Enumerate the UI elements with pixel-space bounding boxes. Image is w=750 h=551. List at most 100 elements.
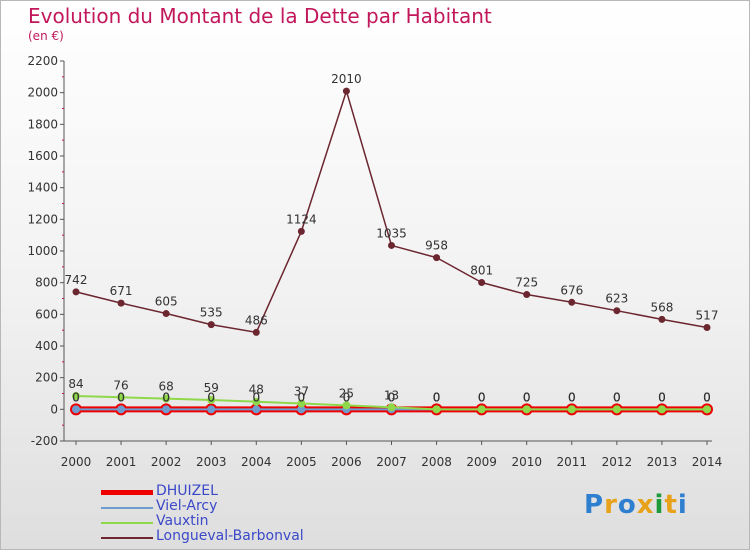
data-point-longueval-barbonval [342, 87, 350, 95]
data-label-dhuizel: 0 [72, 390, 80, 404]
data-point-vauxtin [72, 392, 80, 401]
data-point-longueval-barbonval [162, 310, 170, 318]
data-point-vauxtin [522, 405, 531, 414]
legend-swatch-viel-arcy [101, 507, 153, 509]
data-point-vauxtin [657, 405, 666, 414]
data-label-viel-arcy: 0 [343, 390, 351, 404]
data-point-vauxtin [703, 405, 711, 414]
data-label-vauxtin: 84 [68, 377, 83, 391]
data-label-vauxtin: 0 [433, 390, 441, 404]
data-label-viel-arcy: 0 [388, 390, 396, 404]
data-label-vauxtin: 0 [478, 390, 486, 404]
data-label-vauxtin: 0 [703, 390, 711, 404]
data-point-longueval-barbonval [252, 328, 260, 336]
y-tick-label: 1000 [27, 244, 58, 258]
proxiti-logo: Proxiti [584, 490, 688, 520]
data-label-longueval-barbonval: 2010 [331, 72, 362, 86]
data-label-dhuizel: 0 [523, 390, 531, 404]
data-point-longueval-barbonval [297, 227, 305, 235]
data-point-longueval-barbonval [523, 291, 531, 299]
legend-label-vauxtin: Vauxtin [156, 513, 209, 529]
data-label-dhuizel: 0 [658, 390, 666, 404]
data-point-vauxtin [567, 405, 576, 414]
data-label-dhuizel: 0 [117, 390, 125, 404]
legend-label-viel-arcy: Viel-Arcy [156, 498, 218, 514]
legend-label-dhuizel: DHUIZEL [156, 483, 218, 499]
data-label-viel-arcy: 0 [478, 390, 486, 404]
x-tick-label: 2010 [511, 455, 542, 469]
data-label-dhuizel: 0 [252, 390, 260, 404]
data-label-dhuizel: 0 [388, 390, 396, 404]
y-tick-label: -200 [31, 434, 58, 448]
data-label-dhuizel: 0 [613, 390, 621, 404]
legend-item-vauxtin: Vauxtin [101, 513, 361, 530]
data-point-longueval-barbonval [568, 298, 576, 306]
data-point-longueval-barbonval [117, 299, 125, 307]
y-tick-label: 600 [35, 307, 58, 321]
legend-swatch-vauxtin [101, 522, 153, 524]
data-point-longueval-barbonval [388, 241, 395, 249]
data-point-vauxtin [387, 403, 396, 412]
data-label-dhuizel: 0 [207, 390, 215, 404]
legend-item-longueval-barbonval: Longueval-Barbonval [101, 528, 361, 545]
data-label-viel-arcy: 0 [703, 390, 711, 404]
data-label-dhuizel: 0 [343, 390, 351, 404]
data-label-vauxtin: 37 [294, 384, 309, 398]
data-label-vauxtin: 76 [113, 378, 128, 392]
y-tick-label: 1400 [27, 181, 58, 195]
data-point-longueval-barbonval [72, 288, 80, 296]
data-point-vauxtin [612, 405, 621, 414]
data-label-longueval-barbonval: 801 [470, 264, 493, 278]
y-tick-label: 0 [50, 402, 58, 416]
data-label-vauxtin: 0 [613, 390, 621, 404]
data-point-viel-arcy [162, 405, 171, 414]
data-point-longueval-barbonval [433, 254, 441, 262]
data-point-vauxtin [477, 405, 486, 414]
y-tick-label: 1800 [27, 117, 58, 131]
data-label-longueval-barbonval: 676 [560, 283, 583, 297]
x-tick-label: 2003 [196, 455, 227, 469]
x-tick-label: 2001 [106, 455, 137, 469]
data-label-longueval-barbonval: 671 [110, 284, 133, 298]
data-point-longueval-barbonval [613, 307, 621, 315]
data-label-vauxtin: 0 [523, 390, 531, 404]
data-point-longueval-barbonval [658, 315, 666, 323]
data-point-longueval-barbonval [478, 279, 486, 287]
x-tick-label: 2004 [241, 455, 272, 469]
y-tick-label: 200 [35, 371, 58, 385]
data-label-dhuizel: 0 [298, 390, 306, 404]
data-point-longueval-barbonval [207, 321, 215, 329]
y-tick-label: 1200 [27, 212, 58, 226]
data-label-longueval-barbonval: 535 [200, 306, 223, 320]
legend: DHUIZEL Viel-Arcy Vauxtin Longueval-Barb… [101, 483, 361, 545]
data-label-viel-arcy: 0 [658, 390, 666, 404]
y-tick-label: 400 [35, 339, 58, 353]
legend-item-dhuizel: DHUIZEL [101, 483, 361, 500]
data-label-viel-arcy: 0 [568, 390, 576, 404]
data-point-vauxtin [252, 397, 261, 406]
legend-item-viel-arcy: Viel-Arcy [101, 498, 361, 515]
legend-swatch-dhuizel [101, 490, 153, 495]
x-tick-label: 2013 [647, 455, 678, 469]
chart-title: Evolution du Montant de la Dette par Hab… [28, 4, 492, 28]
x-tick-label: 2014 [692, 455, 723, 469]
data-label-longueval-barbonval: 486 [245, 313, 268, 327]
data-label-viel-arcy: 0 [162, 390, 170, 404]
chart-subtitle: (en €) [28, 29, 64, 43]
data-label-dhuizel: 0 [568, 390, 576, 404]
y-tick-label: 2200 [27, 54, 58, 68]
data-point-vauxtin [162, 394, 171, 403]
data-label-viel-arcy: 0 [252, 390, 260, 404]
data-label-vauxtin: 13 [384, 388, 399, 402]
data-label-longueval-barbonval: 1035 [376, 226, 407, 240]
data-label-vauxtin: 59 [204, 381, 219, 395]
x-tick-label: 2011 [557, 455, 588, 469]
data-point-longueval-barbonval [703, 323, 711, 331]
x-tick-label: 2000 [61, 455, 92, 469]
y-tick-label: 1600 [27, 149, 58, 163]
data-label-longueval-barbonval: 517 [696, 308, 719, 322]
legend-label-longueval-barbonval: Longueval-Barbonval [156, 528, 304, 544]
y-tick-label: 800 [35, 276, 58, 290]
